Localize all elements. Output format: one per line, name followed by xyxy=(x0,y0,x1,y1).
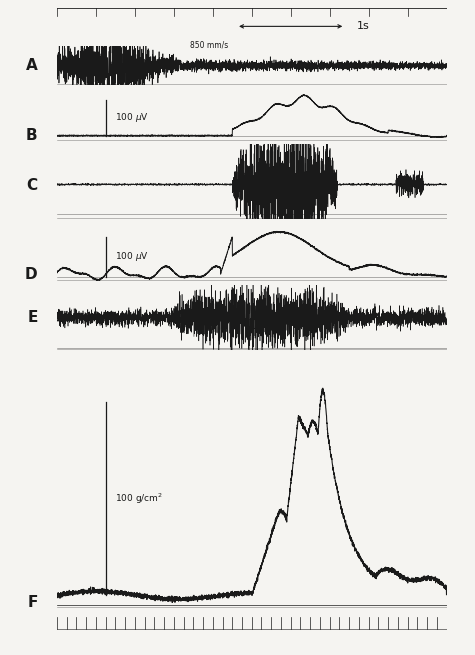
Text: B: B xyxy=(26,128,38,143)
Text: 100 $\mu$V: 100 $\mu$V xyxy=(115,250,149,263)
Text: A: A xyxy=(26,58,38,73)
Text: F: F xyxy=(27,595,38,610)
Text: 850 mm/s: 850 mm/s xyxy=(190,40,228,49)
Text: C: C xyxy=(27,178,38,193)
Text: 1s: 1s xyxy=(357,22,370,31)
Text: 100 g/cm$^2$: 100 g/cm$^2$ xyxy=(115,492,163,506)
Text: D: D xyxy=(25,267,38,282)
Text: E: E xyxy=(27,310,38,325)
Text: 100 $\mu$V: 100 $\mu$V xyxy=(115,111,149,124)
